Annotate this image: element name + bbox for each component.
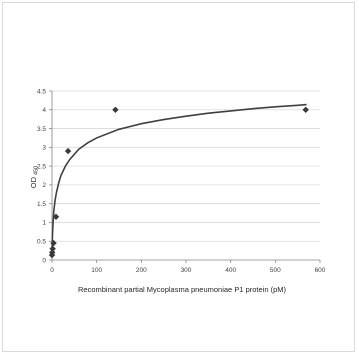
y-tick-labels: 00.511.522.533.544.5 <box>37 88 46 264</box>
data-point-marker <box>49 246 55 252</box>
y-tick-label: 1 <box>42 220 46 227</box>
y-tick-label: 4.5 <box>37 88 46 95</box>
x-axis-title: Recombinant partial Mycoplasma pneumonia… <box>78 285 287 294</box>
y-tick-label: 1.5 <box>37 201 46 208</box>
y-axis-title-main: OD <box>29 176 38 188</box>
data-point-marker <box>112 107 118 113</box>
y-tick-label: 0.5 <box>37 239 46 246</box>
gridlines <box>52 91 320 241</box>
data-point-marker <box>65 148 71 154</box>
fit-curve <box>52 105 307 257</box>
y-tick-label: 0 <box>42 257 46 264</box>
y-tick-label: 3 <box>42 145 46 152</box>
x-tick-label: 100 <box>91 267 102 274</box>
x-tick-label: 500 <box>270 267 281 274</box>
x-tick-label: 300 <box>181 267 192 274</box>
y-tick-label: 3.5 <box>37 126 46 133</box>
y-axis-title: OD450 <box>29 166 40 188</box>
x-tick-label: 400 <box>225 267 236 274</box>
y-tick-label: 2 <box>42 182 46 189</box>
x-tick-label: 600 <box>315 267 326 274</box>
y-axis-title-subscript: 450 <box>34 166 40 175</box>
x-tick-label: 0 <box>50 267 54 274</box>
x-tick-label: 200 <box>136 267 147 274</box>
data-points <box>49 107 309 259</box>
x-tick-labels: 0 100 200 300 400 500 600 <box>50 267 326 274</box>
data-point-marker <box>303 107 309 113</box>
y-tick-label: 4 <box>42 107 46 114</box>
